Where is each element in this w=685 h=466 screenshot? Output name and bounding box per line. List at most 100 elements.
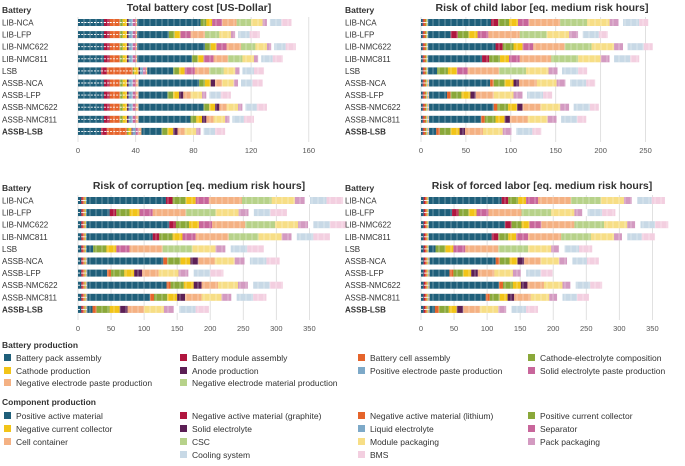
bar-segment-component-5 xyxy=(471,269,478,277)
bar-segment-component-3 xyxy=(498,233,509,241)
chart-risk-forced-labor: Risk of forced labor [eq. medium risk ho… xyxy=(343,178,685,353)
bar-segment-component-9 xyxy=(561,233,591,241)
bar-segment-component-8 xyxy=(129,245,163,253)
bar-segment-component-0 xyxy=(429,269,450,277)
category-label-assb-nmc811: ASSB-NMC811 xyxy=(2,115,58,124)
bar-segment-component-12 xyxy=(229,115,233,123)
bar-segment-component-12 xyxy=(522,91,527,99)
bar-segment-component-8 xyxy=(465,127,483,135)
bar-segment-component-4 xyxy=(167,127,174,135)
bar-segment-component-3 xyxy=(199,79,205,87)
bar-segment-component-2 xyxy=(166,281,171,289)
category-label-assb-nmc811: ASSB-NMC811 xyxy=(345,115,401,124)
bar-segment-component-7 xyxy=(195,197,209,204)
x-tick-label: 300 xyxy=(270,324,283,333)
bar-segment-component-7 xyxy=(477,31,489,39)
bar-segment-component-11 xyxy=(196,127,201,135)
bar-segment-component-14 xyxy=(266,257,280,265)
x-tick-label: 50 xyxy=(462,146,470,155)
bar-segment-component-12 xyxy=(238,79,241,87)
legend-swatch xyxy=(4,438,11,445)
bar-segment-component-12 xyxy=(173,305,180,313)
category-label-assb-nca: ASSB-NCA xyxy=(2,79,44,88)
legend-swatch xyxy=(180,412,187,419)
bar-segment-component-8 xyxy=(467,67,500,75)
bar-segment-component-4 xyxy=(124,269,135,277)
bar-segment-component-14 xyxy=(598,31,608,39)
bar-segment-component-0 xyxy=(429,257,496,265)
category-label-lib-nmc622: LIB-NMC622 xyxy=(345,43,392,52)
bar-segment-component-3 xyxy=(458,209,469,217)
x-tick-label: 250 xyxy=(639,146,652,155)
legend-swatch xyxy=(358,412,365,419)
bar-segment-component-5 xyxy=(215,103,220,111)
bar-segment-component-5 xyxy=(210,79,216,87)
bar-segment-component-14 xyxy=(532,127,542,135)
bar-segment-component-3 xyxy=(154,293,168,301)
bar-segment-component-0 xyxy=(87,293,151,301)
bar-segment-component-8 xyxy=(538,197,572,204)
legend-label: Cell container xyxy=(16,437,68,447)
bar-segment-component-10 xyxy=(587,19,610,26)
bar-segment-component-12 xyxy=(631,197,638,204)
category-label-lib-nmc622: LIB-NMC622 xyxy=(2,43,49,52)
chart-svg-1: Risk of child labor [eq. medium risk hou… xyxy=(345,2,653,155)
bar-segment-component-1 xyxy=(450,31,458,39)
legend-swatch xyxy=(180,438,187,445)
bar-segment-production-1 xyxy=(103,43,110,51)
bar-segment-component-10 xyxy=(214,257,235,265)
x-tick-label: 150 xyxy=(171,324,184,333)
legend-swatch xyxy=(4,425,11,432)
bar-segment-component-13 xyxy=(232,115,244,123)
bar-segment-component-8 xyxy=(509,115,528,123)
bar-segment-component-14 xyxy=(639,19,649,26)
bar-segment-component-8 xyxy=(475,91,494,99)
bar-segment-component-0 xyxy=(138,79,200,87)
bar-segment-component-11 xyxy=(498,305,507,313)
bar-segment-component-3 xyxy=(450,91,462,99)
bar-segment-component-0 xyxy=(86,209,110,217)
category-label-lsb: LSB xyxy=(2,245,17,254)
bar-segment-component-7 xyxy=(456,67,468,75)
bar-segment-component-0 xyxy=(429,281,500,289)
legend-swatch xyxy=(180,379,187,386)
bar-segment-component-3 xyxy=(168,31,175,39)
bar-segment-component-0 xyxy=(429,79,491,87)
bar-segment-component-8 xyxy=(222,19,237,26)
bar-segment-component-1 xyxy=(491,233,499,241)
category-label-lib-nmc811: LIB-NMC811 xyxy=(2,233,48,242)
x-tick-label: 120 xyxy=(245,146,258,155)
bar-segment-component-12 xyxy=(271,43,275,51)
bar-segment-component-14 xyxy=(220,91,231,99)
category-label-lib-nmc811: LIB-NMC811 xyxy=(345,55,391,64)
bar-segment-component-11 xyxy=(556,79,566,87)
bar-segment-component-14 xyxy=(526,305,539,313)
bar-segment-component-8 xyxy=(142,269,159,277)
bar-segment-component-11 xyxy=(569,31,579,39)
bar-segment-component-8 xyxy=(152,209,186,217)
bar-segment-component-2 xyxy=(495,257,500,265)
legend-swatch xyxy=(358,366,365,374)
chart-title: Risk of child labor [eq. medium risk hou… xyxy=(436,2,649,14)
bar-segment-component-10 xyxy=(590,233,615,241)
category-label-lib-nmc622: LIB-NMC622 xyxy=(2,221,49,230)
bar-segment-component-11 xyxy=(234,257,245,265)
bar-segment-component-10 xyxy=(600,197,624,204)
bar-segment-component-12 xyxy=(520,269,527,277)
legend-label: Positive active material xyxy=(16,411,103,421)
bar-segment-component-0 xyxy=(428,19,492,26)
bar-segment-component-13 xyxy=(627,233,642,241)
legend-swatch xyxy=(180,451,187,458)
bar-segment-component-14 xyxy=(326,197,344,204)
bar-segment-component-3 xyxy=(191,55,198,63)
bar-segment-component-9 xyxy=(521,209,552,217)
bar-segment-component-10 xyxy=(219,31,231,39)
bar-segment-component-9 xyxy=(162,245,193,253)
bar-segment-component-3 xyxy=(438,305,449,313)
bar-segment-component-5 xyxy=(193,281,202,289)
category-label-lsb: LSB xyxy=(345,67,360,76)
bar-segment-component-0 xyxy=(87,257,164,265)
bar-segment-component-0 xyxy=(86,233,153,241)
bar-segment-component-4 xyxy=(109,305,120,313)
bar-segment-component-11 xyxy=(609,19,619,26)
